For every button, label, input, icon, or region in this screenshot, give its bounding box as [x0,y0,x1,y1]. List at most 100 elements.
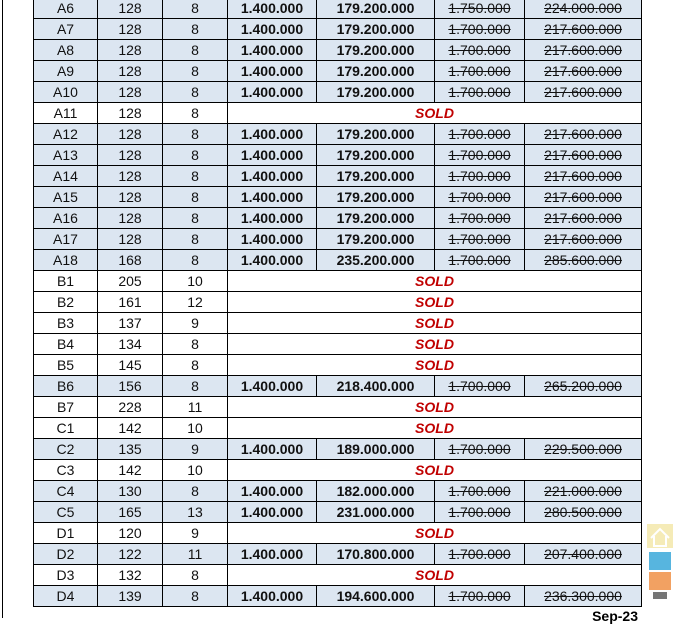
land-area-cell: 228 [97,396,163,418]
old-price-per-m2-cell: 1.700.000 [434,165,525,187]
land-area-cell: 128 [97,18,163,40]
old-price-per-m2-cell: 1.700.000 [434,60,525,82]
land-area-cell: 145 [97,354,163,376]
price-per-m2-cell: 1.400.000 [227,123,317,145]
old-total-price-cell: 280.500.000 [524,501,642,523]
table-row: A17 128 8 1.400.000 179.200.000 1.700.000 217.… [33,228,642,250]
unit-cell: B5 [33,354,98,376]
land-area-cell: 130 [97,480,163,502]
price-table: A6 128 8 1.400.000 179.200.000 1.750.000 224.0… [33,0,642,607]
width-cell: 8 [162,81,228,103]
table-row: A10 128 8 1.400.000 179.200.000 1.700.000 217.… [33,81,642,103]
left-border-line [2,0,3,618]
width-cell: 8 [162,249,228,271]
unit-cell: D2 [33,543,98,565]
table-row: C3 142 10 SOLD [33,459,642,481]
unit-cell: D4 [33,585,98,607]
old-price-per-m2-cell: 1.700.000 [434,375,525,397]
width-cell: 12 [162,291,228,313]
unit-cell: A14 [33,165,98,187]
unit-cell: D3 [33,564,98,586]
total-price-cell: 189.000.000 [316,438,435,460]
unit-cell: C3 [33,459,98,481]
land-area-cell: 128 [97,0,163,19]
total-price-cell: 235.200.000 [316,249,435,271]
price-per-m2-cell: 1.400.000 [227,186,317,208]
total-price-cell: 218.400.000 [316,375,435,397]
width-cell: 10 [162,459,228,481]
old-total-price-cell: 217.600.000 [524,18,642,40]
price-per-m2-cell: 1.400.000 [227,543,317,565]
price-per-m2-cell: 1.400.000 [227,585,317,607]
table-row: A7 128 8 1.400.000 179.200.000 1.700.000 217.6… [33,18,642,40]
width-cell: 10 [162,270,228,292]
table-row: C5 165 13 1.400.000 231.000.000 1.700.000 280.… [33,501,642,523]
table-row: A12 128 8 1.400.000 179.200.000 1.700.000 217.… [33,123,642,145]
unit-cell: A7 [33,18,98,40]
width-cell: 8 [162,123,228,145]
price-per-m2-cell: 1.400.000 [227,60,317,82]
width-cell: 9 [162,312,228,334]
unit-cell: A8 [33,39,98,61]
table-row: A6 128 8 1.400.000 179.200.000 1.750.000 224.0… [33,0,642,19]
table-row: A8 128 8 1.400.000 179.200.000 1.700.000 217.6… [33,39,642,61]
unit-cell: B3 [33,312,98,334]
old-price-per-m2-cell: 1.700.000 [434,123,525,145]
width-cell: 8 [162,0,228,19]
old-total-price-cell: 217.600.000 [524,81,642,103]
old-price-per-m2-cell: 1.700.000 [434,543,525,565]
unit-cell: C4 [33,480,98,502]
sold-label: SOLD [227,564,642,586]
total-price-cell: 179.200.000 [316,165,435,187]
table-row: B2 161 12 SOLD [33,291,642,313]
table-row: B3 137 9 SOLD [33,312,642,334]
land-area-cell: 128 [97,228,163,250]
total-price-cell: 179.200.000 [316,81,435,103]
width-cell: 8 [162,18,228,40]
price-per-m2-cell: 1.400.000 [227,501,317,523]
total-price-cell: 179.200.000 [316,228,435,250]
old-total-price-cell: 217.600.000 [524,186,642,208]
old-price-per-m2-cell: 1.700.000 [434,18,525,40]
land-area-cell: 132 [97,564,163,586]
old-price-per-m2-cell: 1.700.000 [434,228,525,250]
unit-cell: B7 [33,396,98,418]
table-row: B6 156 8 1.400.000 218.400.000 1.700.000 265.2… [33,375,642,397]
old-price-per-m2-cell: 1.750.000 [434,0,525,19]
table-row: A14 128 8 1.400.000 179.200.000 1.700.000 217.… [33,165,642,187]
price-per-m2-cell: 1.400.000 [227,81,317,103]
unit-cell: A16 [33,207,98,229]
land-area-cell: 139 [97,585,163,607]
sold-label: SOLD [227,459,642,481]
land-area-cell: 156 [97,375,163,397]
width-cell: 11 [162,396,228,418]
width-cell: 13 [162,501,228,523]
unit-cell: A13 [33,144,98,166]
old-total-price-cell: 221.000.000 [524,480,642,502]
old-price-per-m2-cell: 1.700.000 [434,480,525,502]
table-row: A18 168 8 1.400.000 235.200.000 1.700.000 285.… [33,249,642,271]
table-row: C4 130 8 1.400.000 182.000.000 1.700.000 221.0… [33,480,642,502]
sold-label: SOLD [227,354,642,376]
unit-cell: A15 [33,186,98,208]
table-row: A9 128 8 1.400.000 179.200.000 1.700.000 217.6… [33,60,642,82]
width-cell: 8 [162,144,228,166]
price-per-m2-cell: 1.400.000 [227,18,317,40]
unit-cell: B4 [33,333,98,355]
unit-cell: A17 [33,228,98,250]
table-row: D3 132 8 SOLD [33,564,642,586]
table-row: B5 145 8 SOLD [33,354,642,376]
total-price-cell: 179.200.000 [316,186,435,208]
width-cell: 8 [162,102,228,124]
price-per-m2-cell: 1.400.000 [227,39,317,61]
land-area-cell: 168 [97,249,163,271]
price-per-m2-cell: 1.400.000 [227,207,317,229]
table-row: B1 205 10 SOLD [33,270,642,292]
land-area-cell: 137 [97,312,163,334]
old-total-price-cell: 224.000.000 [524,0,642,19]
width-cell: 8 [162,480,228,502]
unit-cell: C5 [33,501,98,523]
unit-cell: A11 [33,102,98,124]
unit-cell: A10 [33,81,98,103]
unit-cell: B6 [33,375,98,397]
